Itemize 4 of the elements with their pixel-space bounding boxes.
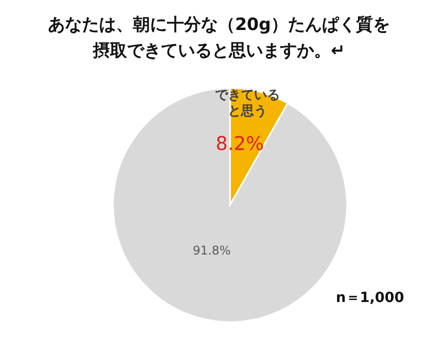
- pie-slice: [112, 87, 348, 323]
- text: n＝1,000: [334, 289, 406, 307]
- data-label: 91.8%: [192, 243, 231, 258]
- chart-title: あなたは、朝に十分な（20g）たんぱく質を摂取できていると思いますか。↵: [48, 14, 390, 63]
